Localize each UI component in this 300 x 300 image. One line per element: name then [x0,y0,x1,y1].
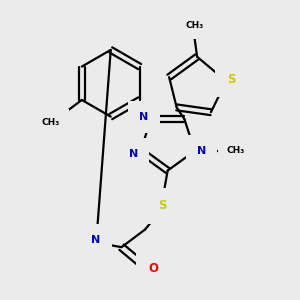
Text: CH₃: CH₃ [41,118,60,127]
Text: N: N [140,112,149,122]
Text: N: N [197,146,206,156]
Text: H: H [80,235,88,245]
Text: CH₃: CH₃ [227,146,245,155]
Text: N: N [129,149,138,159]
Text: O: O [148,262,158,275]
Text: N: N [92,235,100,245]
Text: S: S [158,200,167,212]
Text: S: S [227,73,235,85]
Text: CH₃: CH₃ [185,21,203,30]
